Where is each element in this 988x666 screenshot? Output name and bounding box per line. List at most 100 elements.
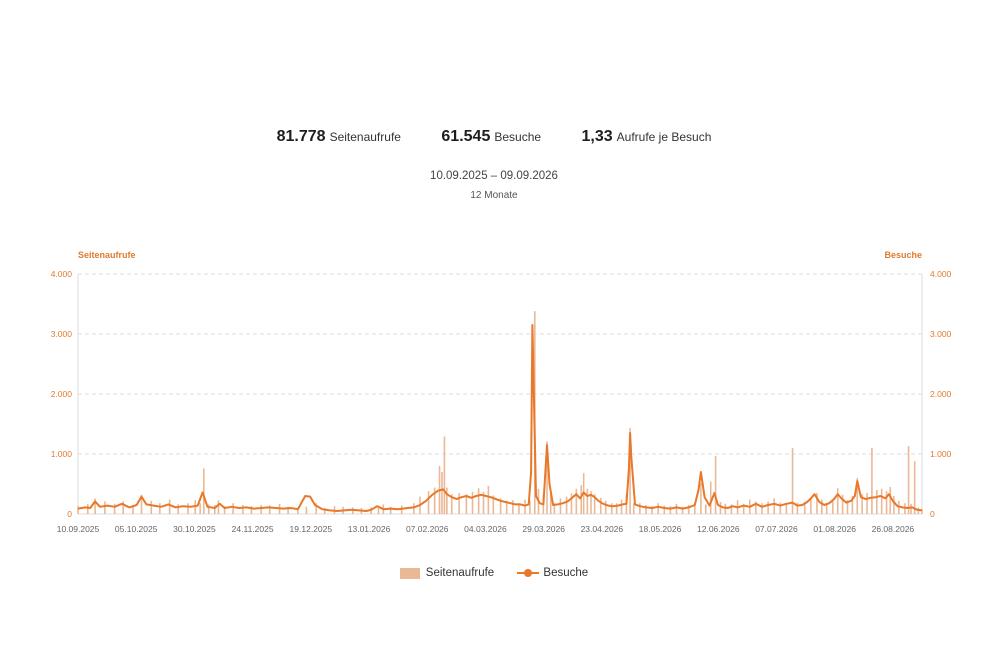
bar-pageviews	[377, 508, 380, 514]
bar-pageviews	[876, 490, 878, 514]
bar-pageviews	[803, 502, 806, 514]
bar-pageviews	[223, 506, 226, 514]
y-right-tick-label: 0	[930, 509, 935, 519]
bar-pageviews	[524, 499, 526, 514]
y-left-tick-label: 0	[67, 509, 72, 519]
bar-pageviews	[250, 506, 253, 514]
bar-pageviews	[785, 504, 788, 514]
bar-pageviews	[694, 503, 696, 514]
legend-label-pageviews: Seitenaufrufe	[425, 567, 495, 579]
bar-pageviews	[575, 488, 578, 514]
bar-pageviews	[559, 498, 562, 514]
bar-pageviews	[297, 507, 299, 514]
period-label: 12 Monate	[470, 190, 518, 201]
bar-pageviews	[505, 500, 508, 514]
bar-pageviews	[681, 506, 684, 514]
bar-pageviews	[565, 496, 568, 514]
bar-pageviews	[796, 502, 799, 514]
bar-pageviews	[866, 493, 868, 514]
visits-label: Besuche	[494, 130, 542, 144]
chart-legend: Seitenaufrufe Besuche	[0, 567, 988, 579]
bar-pageviews	[529, 500, 531, 514]
bar-pageviews	[657, 503, 659, 514]
bar-pageviews	[194, 500, 197, 514]
bar-pageviews	[669, 506, 672, 514]
pageviews-swatch	[399, 567, 420, 579]
bar-pageviews	[687, 505, 690, 514]
bar-pageviews	[586, 488, 589, 514]
bar-pageviews	[413, 503, 415, 514]
bar-pageviews	[604, 500, 607, 514]
bar-pageviews	[841, 494, 844, 514]
legend-item-visits[interactable]: Besuche	[517, 567, 588, 579]
bar-pageviews	[714, 455, 717, 514]
bar-pageviews	[199, 503, 201, 514]
bar-pageviews	[742, 503, 745, 514]
bar-pageviews	[113, 503, 116, 514]
bar-pageviews	[546, 441, 548, 514]
bar-pageviews	[150, 500, 153, 514]
y-left-tick-label: 4.000	[51, 269, 73, 279]
x-tick-label: 12.06.2026	[697, 524, 740, 534]
bar-pageviews	[458, 493, 460, 514]
y-right-axis-title: Besuche	[884, 250, 922, 260]
bar-pageviews	[593, 494, 596, 514]
legend-item-pageviews[interactable]: Seitenaufrufe	[399, 567, 495, 579]
bar-pageviews	[856, 478, 859, 514]
bar-pageviews	[675, 503, 678, 514]
bar-pageviews	[663, 505, 666, 514]
bar-pageviews	[86, 503, 89, 514]
bar-pageviews	[880, 488, 883, 514]
bar-pageviews	[907, 446, 910, 514]
bar-pageviews	[477, 488, 480, 514]
bar-pageviews	[832, 500, 834, 514]
bar-pageviews	[700, 482, 702, 514]
bar-pageviews	[629, 428, 631, 514]
bar-pageviews	[389, 506, 392, 514]
bar-pageviews	[232, 503, 234, 514]
x-tick-label: 26.08.2026	[872, 524, 915, 534]
bar-pageviews	[846, 500, 849, 514]
bar-pageviews	[632, 503, 635, 514]
bar-pageviews	[287, 506, 289, 514]
bar-pageviews	[446, 487, 448, 514]
bar-pageviews	[492, 495, 495, 514]
bar-pageviews	[122, 501, 124, 514]
bar-pageviews	[921, 509, 923, 514]
bar-pageviews	[177, 504, 179, 514]
bar-pageviews	[599, 497, 602, 514]
x-tick-label: 18.05.2026	[639, 524, 682, 534]
bar-pageviews	[94, 498, 96, 514]
visits-swatch	[517, 569, 540, 577]
x-tick-label: 01.08.2026	[813, 524, 856, 534]
visits-chart: Seitenaufrufe Besuche 0 0 1.000 1.000 2.000 2.0…	[51, 250, 952, 534]
y-left-tick-label: 1.000	[51, 449, 73, 459]
bar-pageviews	[779, 502, 782, 514]
x-tick-label: 24.11.2025	[232, 524, 274, 534]
bar-pageviews	[767, 501, 769, 514]
bar-pageviews	[893, 496, 895, 514]
pageviews-label: Seitenaufrufe	[329, 130, 401, 144]
y-right-tick-label: 3.000	[930, 329, 952, 339]
bar-pageviews	[433, 487, 436, 514]
bar-pageviews	[187, 503, 189, 514]
bar-pageviews	[518, 503, 520, 514]
x-tick-label: 29.03.2026	[522, 524, 565, 534]
y-right-tick-label: 2.000	[930, 389, 952, 399]
bar-pageviews	[315, 503, 317, 514]
y-left-axis-title: Seitenaufrufe	[78, 250, 136, 260]
x-tick-label: 07.07.2026	[755, 524, 798, 534]
stat-visits: 61.545 Besuche	[441, 128, 541, 146]
visits-value: 61.545	[441, 128, 491, 145]
bar-pageviews	[450, 494, 453, 514]
date-range: 10.09.2025 – 09.09.2026	[430, 170, 558, 182]
bar-pageviews	[825, 503, 828, 514]
x-tick-label: 19.12.2025	[290, 524, 333, 534]
bar-pageviews	[889, 487, 892, 514]
bar-pageviews	[268, 505, 271, 514]
bar-pageviews	[755, 501, 757, 514]
bar-pageviews	[213, 505, 216, 514]
bar-pageviews	[651, 506, 653, 514]
bar-pageviews	[512, 500, 514, 514]
x-tick-label: 13.01.2026	[348, 524, 391, 534]
